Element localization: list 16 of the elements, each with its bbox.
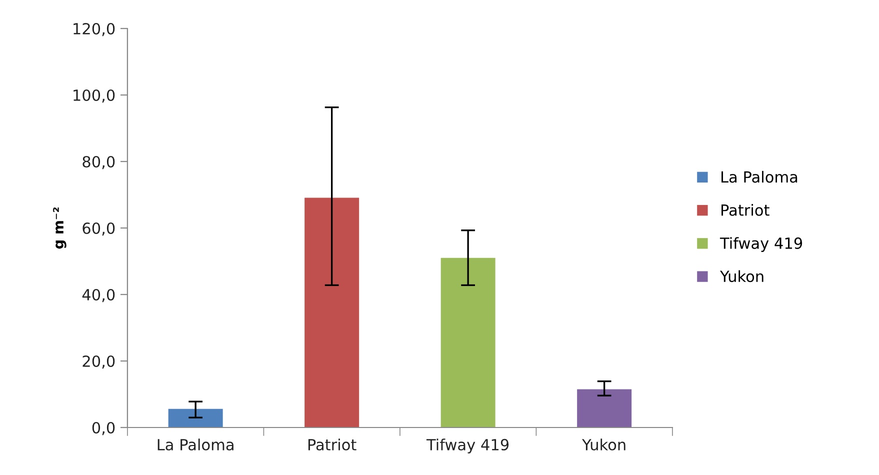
y-tick-label: 40,0 <box>82 288 115 302</box>
x-tick-label: La Paloma <box>158 438 234 450</box>
y-axis-title: g m⁻² <box>53 207 66 249</box>
legend-label: Tifway 419 <box>720 237 802 252</box>
legend-label: La Paloma <box>722 170 798 183</box>
y-tick-label: 120,0 <box>74 22 115 36</box>
y-tick-label: 0,0 <box>92 422 115 436</box>
y-tick-label: 20,0 <box>82 355 115 369</box>
legend-label: Yukon <box>720 270 764 282</box>
x-tick-label: Yukon <box>582 438 626 450</box>
y-tick-label: 60,0 <box>82 222 115 236</box>
x-tick-label: Tifway 419 <box>426 438 509 454</box>
x-tick-label: Patriot <box>308 438 356 450</box>
y-tick-label: 80,0 <box>82 156 115 170</box>
legend-label: Patriot <box>722 204 770 216</box>
y-tick-label: 100,0 <box>74 89 115 103</box>
